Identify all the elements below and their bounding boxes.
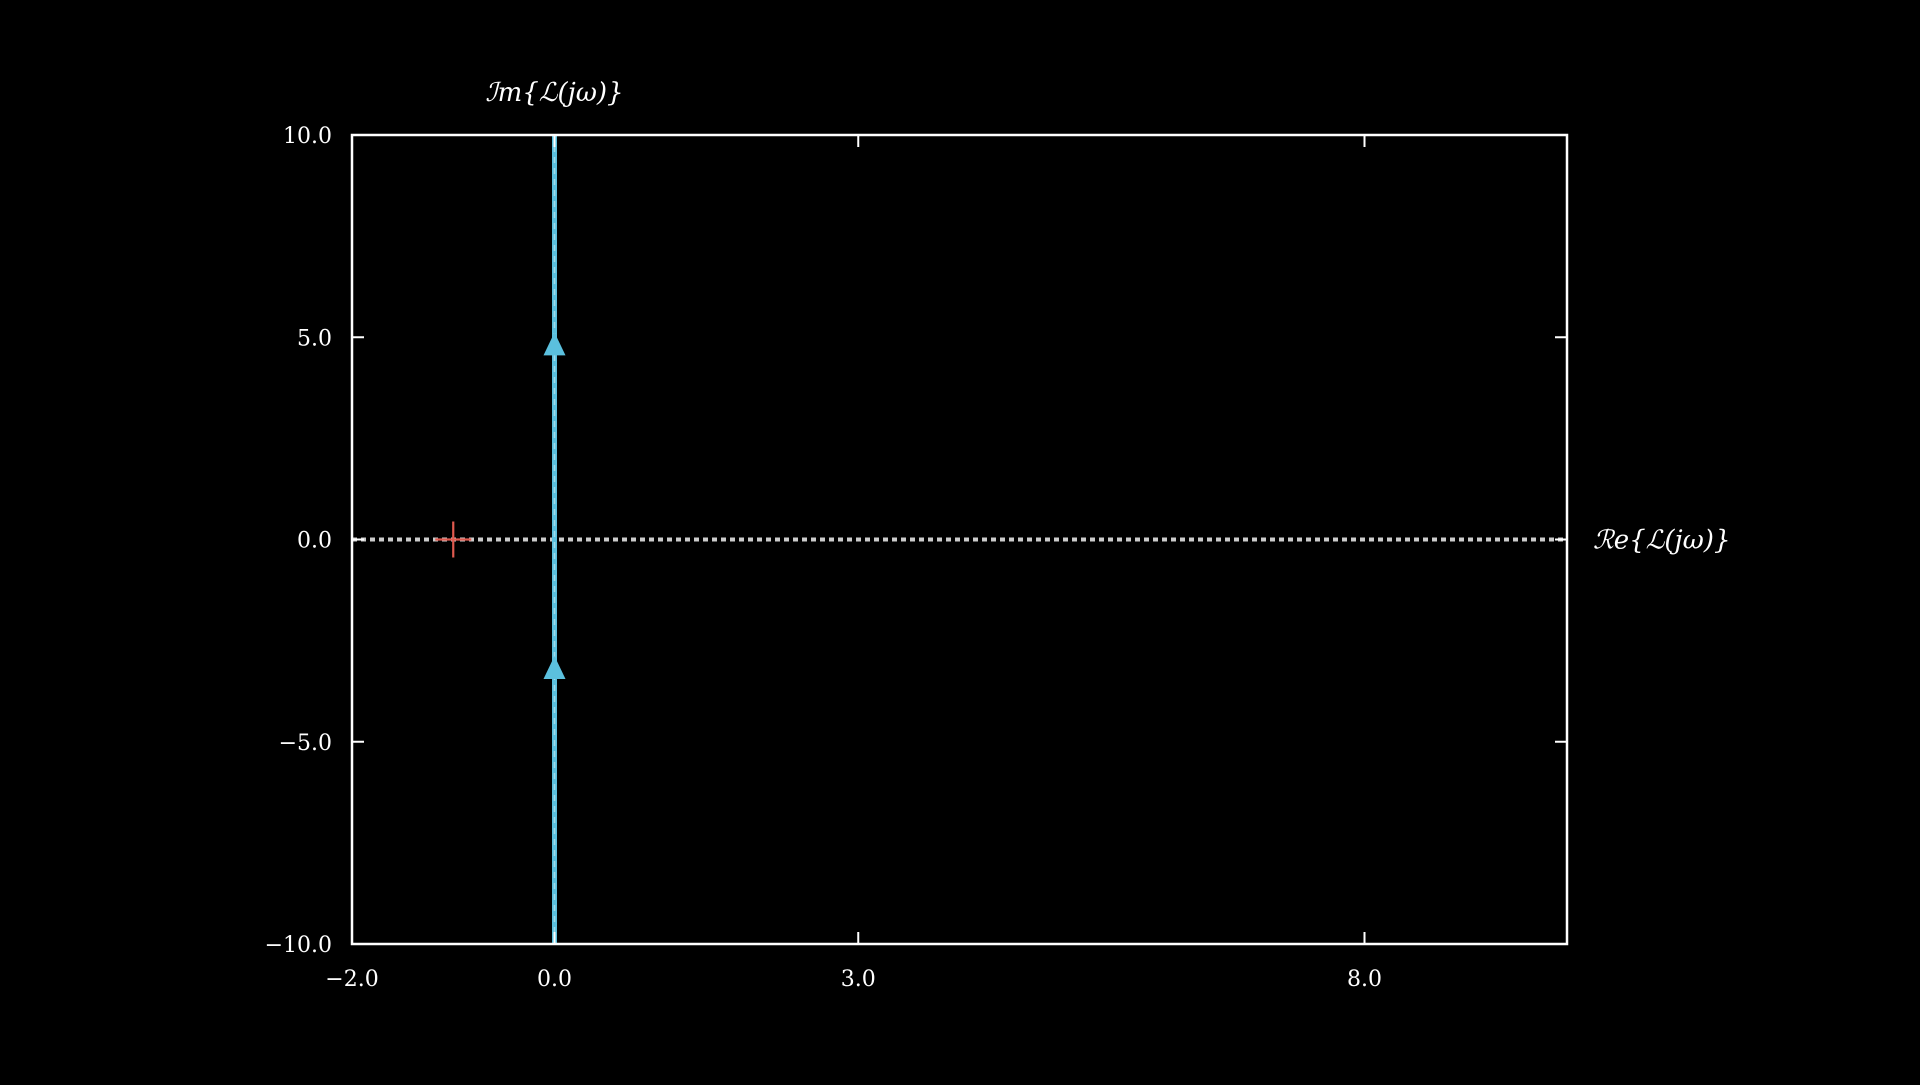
x-tick-label: −2.0 (325, 967, 378, 992)
y-tick-label: −5.0 (279, 731, 332, 756)
y-tick-label: −10.0 (265, 933, 332, 958)
direction-arrow-up (543, 332, 566, 356)
y-tick-label: 0.0 (297, 529, 332, 554)
x-tick-label: 3.0 (841, 967, 876, 992)
tick-layer: −2.0 0.0 3.0 8.0 10.0 5.0 0.0 −5.0 −10.0 (265, 124, 1567, 992)
y-tick-label: 10.0 (283, 124, 332, 149)
y-tick-label: 5.0 (297, 326, 332, 351)
marker-layer (435, 521, 472, 558)
series-layer (543, 135, 566, 944)
x-tick-label: 8.0 (1347, 967, 1382, 992)
y-axis-label: ℐm{ℒ(jω)} (485, 78, 623, 108)
direction-arrow-up (543, 655, 566, 679)
x-axis-label: ℛe{ℒ(jω)} (1593, 526, 1731, 556)
critical-point-marker (435, 521, 472, 558)
x-tick-label: 0.0 (537, 967, 572, 992)
